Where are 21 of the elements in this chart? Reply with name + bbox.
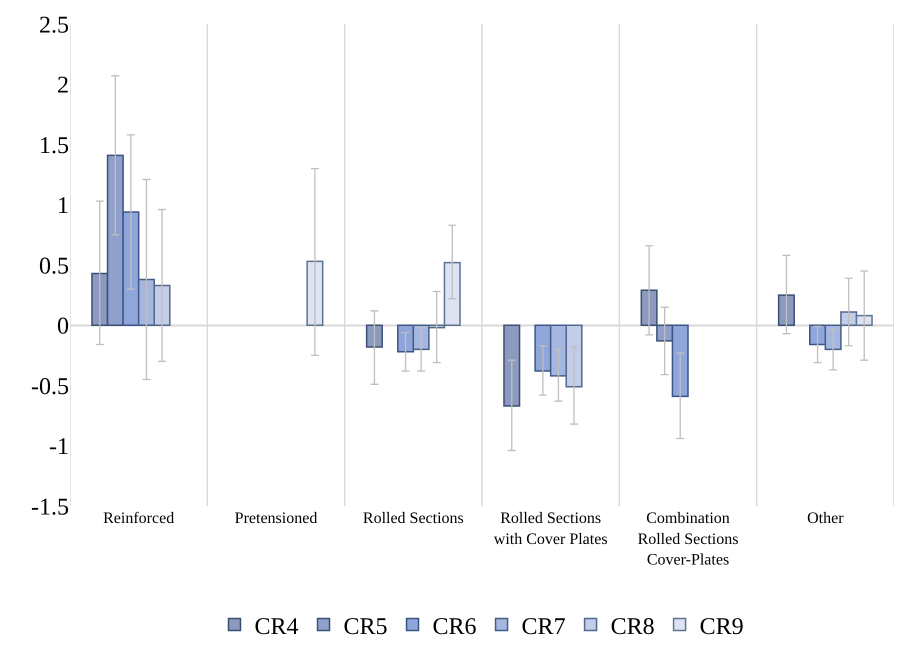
legend-label: CR8 bbox=[610, 614, 655, 640]
x-tick-label: Rolled Sections with Cover Plates bbox=[494, 510, 608, 548]
legend-label: CR6 bbox=[432, 614, 477, 640]
x-tick-label: Other bbox=[807, 510, 844, 527]
x-tick-label: Reinforced bbox=[103, 510, 174, 527]
y-tick-label: -0.5 bbox=[31, 374, 69, 400]
y-tick-label: 0.5 bbox=[39, 253, 69, 280]
x-tick-label: Pretensioned bbox=[234, 510, 318, 527]
y-tick-label: -1.5 bbox=[31, 494, 69, 520]
y-tick-label: 1 bbox=[57, 193, 69, 220]
y-tick-label: -1 bbox=[49, 434, 69, 460]
y-tick-label: 2.5 bbox=[39, 12, 69, 38]
x-tick-label: Combination Rolled Sections Cover-Plates bbox=[638, 510, 738, 569]
legend-label: CR9 bbox=[700, 614, 744, 640]
x-tick-label: Rolled Sections bbox=[362, 510, 464, 527]
y-tick-label: 0 bbox=[57, 314, 69, 340]
legend-label: CR4 bbox=[254, 614, 299, 640]
legend-label: CR5 bbox=[344, 614, 388, 640]
legend-label: CR7 bbox=[522, 614, 566, 640]
y-tick-label: 1.5 bbox=[39, 132, 69, 159]
y-tick-label: 2 bbox=[57, 72, 69, 99]
